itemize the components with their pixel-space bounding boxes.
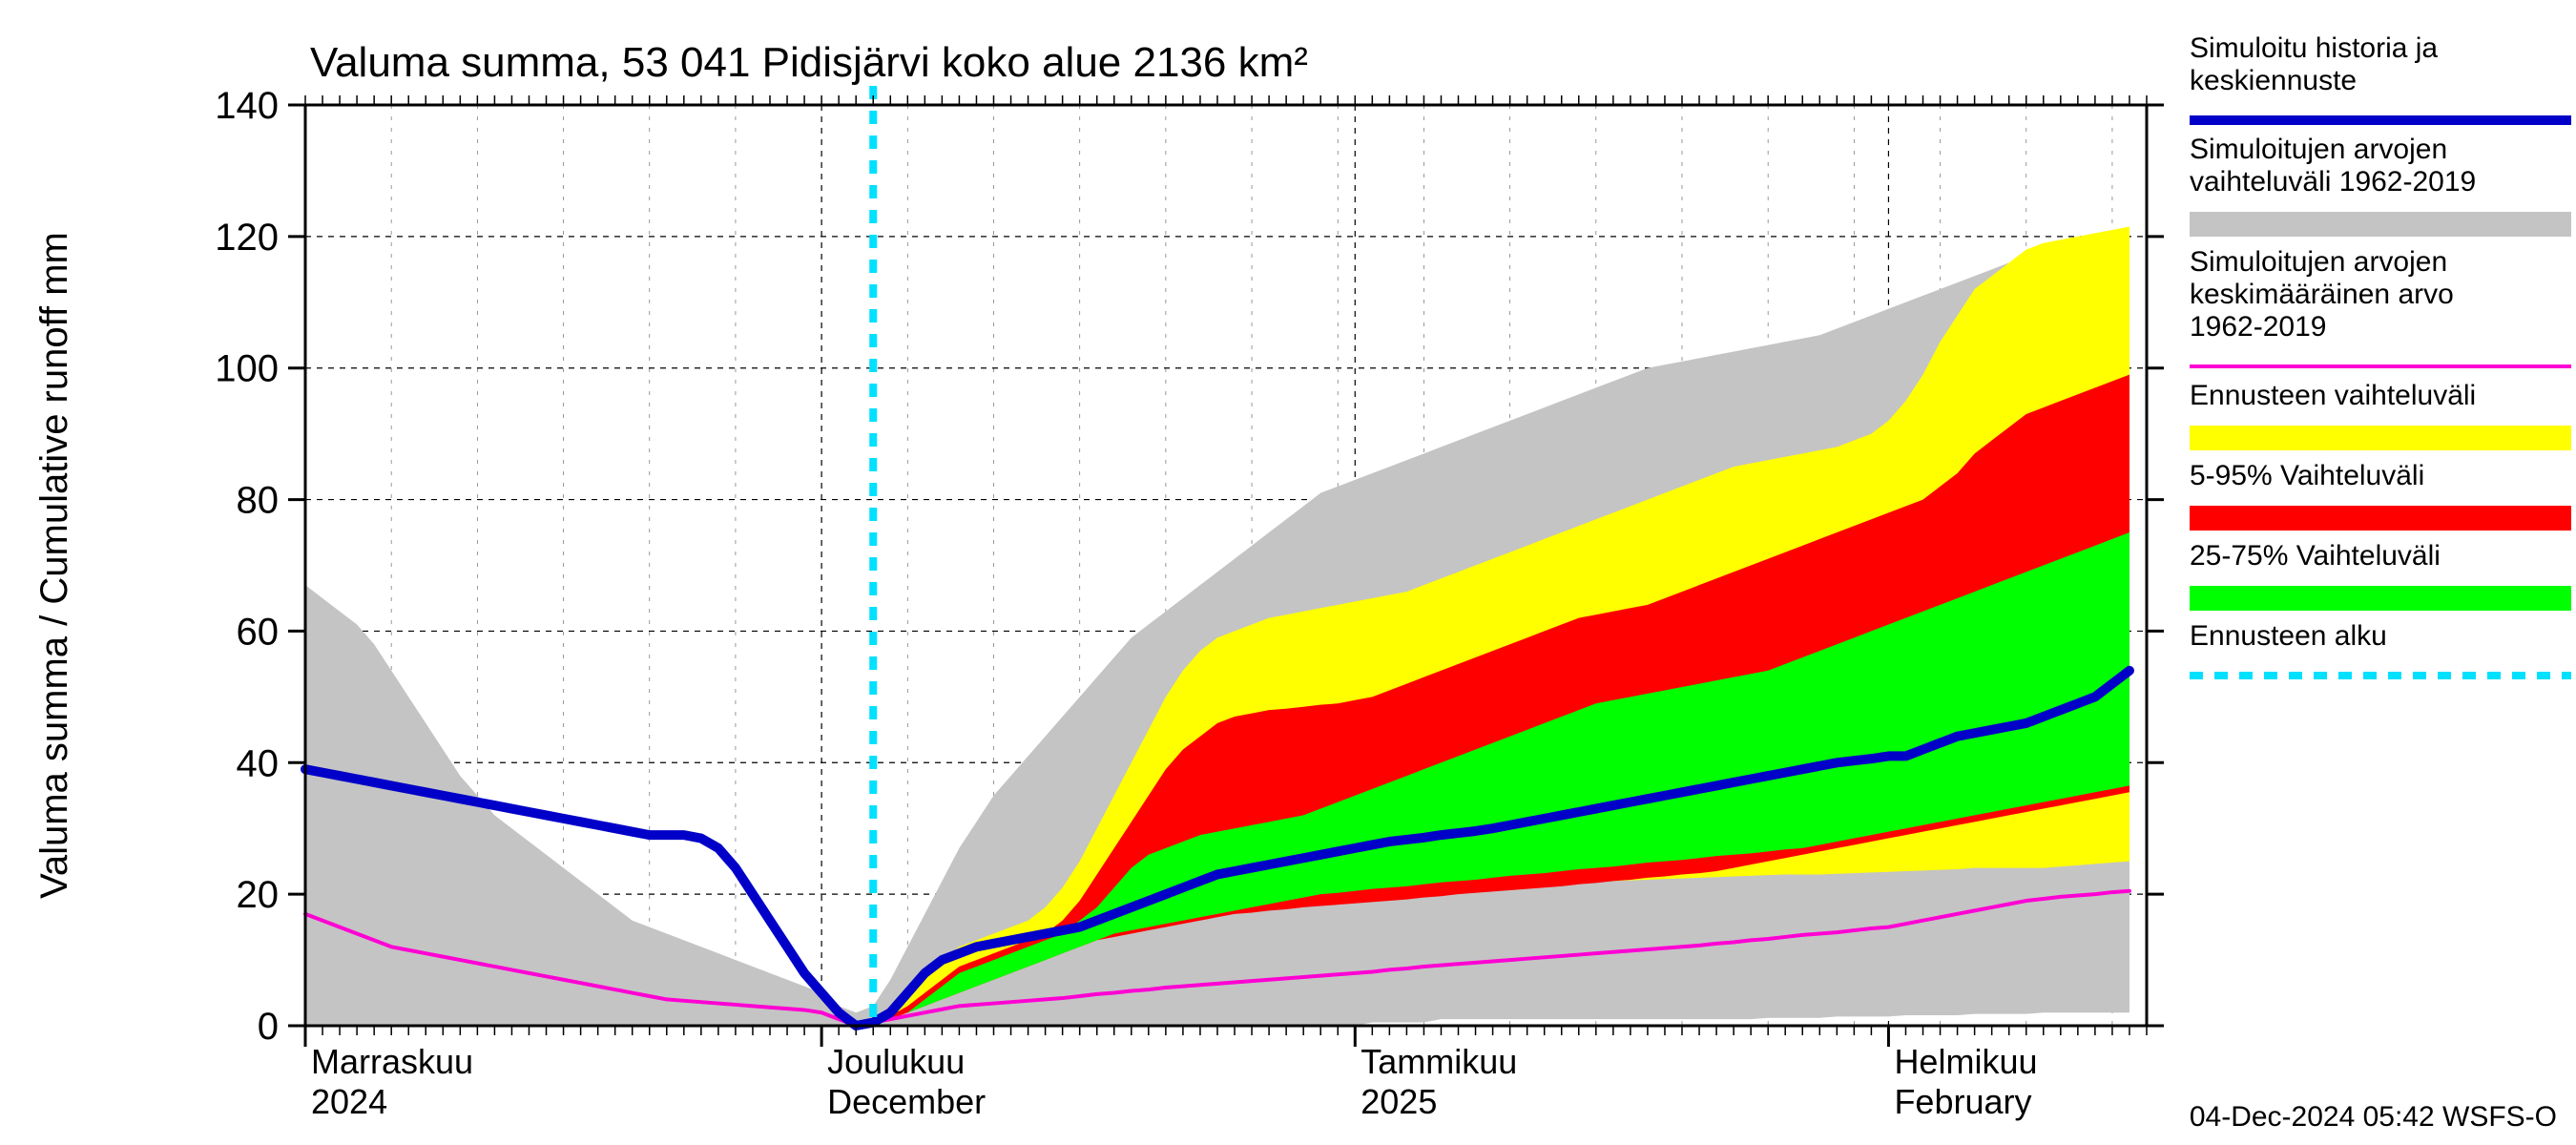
legend-band-sample <box>2190 586 2571 611</box>
x-month-sublabel: February <box>1894 1082 2031 1121</box>
y-tick-label: 0 <box>258 1006 279 1048</box>
legend-band-sample <box>2190 506 2571 531</box>
legend-label: vaihteluväli 1962-2019 <box>2190 166 2476 198</box>
y-axis-label: Valuma summa / Cumulative runoff mm <box>33 232 75 899</box>
legend-band-sample <box>2190 212 2571 237</box>
x-month-label: Tammikuu <box>1361 1042 1517 1081</box>
x-month-sublabel: December <box>827 1082 986 1121</box>
y-tick-label: 60 <box>237 611 280 653</box>
chart-title: Valuma summa, 53 041 Pidisjärvi koko alu… <box>310 39 1308 86</box>
legend-label: 1962-2019 <box>2190 311 2326 343</box>
legend-band-sample <box>2190 426 2571 450</box>
legend-label: keskimääräinen arvo <box>2190 279 2454 310</box>
x-month-sublabel: 2024 <box>311 1082 387 1121</box>
chart-timestamp: 04-Dec-2024 05:42 WSFS-O <box>2190 1101 2557 1133</box>
runoff-forecast-chart: 0 20 40 60 80 100 120 140 Marraskuu2024 JoulukuuD… <box>0 0 2576 1145</box>
x-month-sublabel: 2025 <box>1361 1082 1437 1121</box>
y-tick-label: 20 <box>237 874 280 916</box>
legend-label: 25-75% Vaihteluväli <box>2190 540 2441 572</box>
chart-svg: 0 20 40 60 80 100 120 140 Marraskuu2024 JoulukuuD… <box>0 0 2576 1145</box>
legend-label: Simuloitujen arvojen <box>2190 246 2447 278</box>
legend-label: keskiennuste <box>2190 65 2357 96</box>
x-month-label: Marraskuu <box>311 1042 473 1081</box>
legend-label: Simuloitujen arvojen <box>2190 134 2447 165</box>
legend-label: Ennusteen alku <box>2190 620 2387 652</box>
y-tick-label: 40 <box>237 742 280 784</box>
legend-label: 5-95% Vaihteluväli <box>2190 460 2424 491</box>
y-tick-label: 120 <box>215 217 279 259</box>
y-tick-label: 80 <box>237 480 280 522</box>
x-month-label: Helmikuu <box>1894 1042 2037 1081</box>
x-month-label: Joulukuu <box>827 1042 965 1081</box>
legend-label: Simuloitu historia ja <box>2190 32 2438 64</box>
y-tick-label: 100 <box>215 348 279 390</box>
legend-label: Ennusteen vaihteluväli <box>2190 380 2476 411</box>
y-tick-label: 140 <box>215 85 279 127</box>
